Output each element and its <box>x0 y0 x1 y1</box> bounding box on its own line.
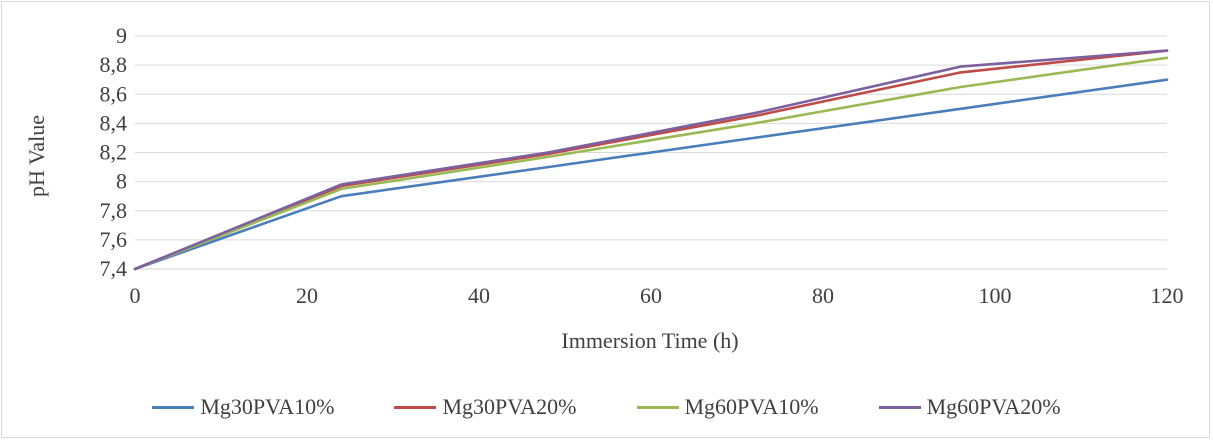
legend-item: Mg60PVA10% <box>636 394 819 420</box>
series-line-3 <box>133 49 1169 271</box>
x-tick-label: 0 <box>130 283 141 308</box>
y-tick-labels: 7,4 7,6 7,8 8 8,2 8,4 8,6 8,8 9 <box>100 23 128 281</box>
legend-swatch <box>152 405 195 409</box>
x-tick-label: 120 <box>1151 283 1184 308</box>
legend: Mg30PVA10% Mg30PVA20% Mg60PVA10% Mg60PVA20% <box>0 394 1213 420</box>
series-line-0 <box>133 78 1169 271</box>
x-tick-label: 80 <box>812 283 834 308</box>
x-tick-label: 60 <box>640 283 662 308</box>
series-line-1 <box>133 49 1169 271</box>
y-tick-label: 8,2 <box>100 140 128 165</box>
x-tick-label: 100 <box>979 283 1012 308</box>
legend-label: Mg60PVA10% <box>684 394 819 419</box>
legend-label: Mg30PVA10% <box>200 394 335 419</box>
series-lines <box>133 49 1169 271</box>
legend-label: Mg60PVA20% <box>926 394 1061 419</box>
legend-item: Mg30PVA10% <box>152 394 334 420</box>
x-tick-labels: 0 20 40 60 80 100 120 <box>130 283 1184 308</box>
y-tick-label: 8 <box>116 169 127 194</box>
series-line-2 <box>133 56 1169 271</box>
x-tick-label: 20 <box>296 283 318 308</box>
y-tick-label: 9 <box>116 23 127 48</box>
y-tick-label: 8,8 <box>100 52 128 77</box>
legend-swatch <box>878 405 921 409</box>
legend-item: Mg60PVA20% <box>878 394 1061 420</box>
x-tick-label: 40 <box>468 283 490 308</box>
legend-swatch <box>394 405 437 409</box>
x-axis-label: Immersion Time (h) <box>561 328 738 353</box>
legend-item: Mg30PVA20% <box>394 394 577 420</box>
y-tick-label: 7,6 <box>100 227 128 252</box>
y-tick-label: 8,6 <box>100 81 128 106</box>
legend-swatch <box>636 405 679 409</box>
y-tick-label: 8,4 <box>100 110 128 135</box>
y-tick-label: 7,4 <box>100 256 128 281</box>
legend-label: Mg30PVA20% <box>442 394 577 419</box>
y-tick-label: 7,8 <box>100 198 128 223</box>
y-axis-label: pH Value <box>24 115 49 197</box>
